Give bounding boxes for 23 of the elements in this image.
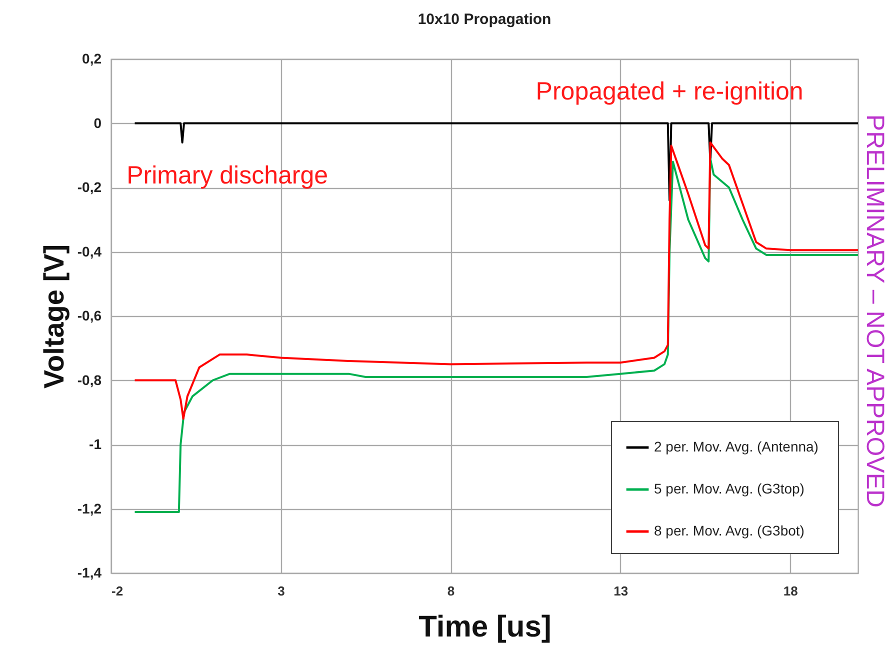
annotation: Primary discharge <box>126 162 328 190</box>
y-tick-label: -0,6 <box>77 308 102 324</box>
text: PRELIMINARY – NOT APPROVED <box>861 114 889 508</box>
legend-label: 5 per. Mov. Avg. (G3top) <box>654 480 804 496</box>
y-tick-label: -0,8 <box>77 372 102 388</box>
y-tick-label: -0,4 <box>77 243 102 260</box>
x-tick-label: 18 <box>783 584 798 598</box>
y-tick-label: -1,4 <box>77 564 102 580</box>
x-tick-label: -2 <box>112 584 124 598</box>
annotation: Propagated + re-ignition <box>536 77 804 106</box>
chart-title: 10x10 Propagation <box>418 11 552 28</box>
x-tick-label: 13 <box>614 584 628 598</box>
y-axis-title: Voltage [V] <box>38 244 70 389</box>
legend-label: 2 per. Mov. Avg. (Antenna) <box>654 438 818 454</box>
y-tick-label: -0,2 <box>77 179 102 195</box>
y-tick-label: 0 <box>94 114 102 131</box>
legend-label: 8 per. Mov. Avg. (G3bot) <box>654 522 804 538</box>
x-tick-label: 3 <box>278 584 285 598</box>
x-axis-title: Time [us] <box>418 610 552 644</box>
y-tick-label: -1 <box>89 436 102 452</box>
y-tick-label: -1,2 <box>77 500 102 516</box>
y-tick-label: 0,2 <box>82 50 102 66</box>
x-tick-label: 8 <box>447 584 455 598</box>
